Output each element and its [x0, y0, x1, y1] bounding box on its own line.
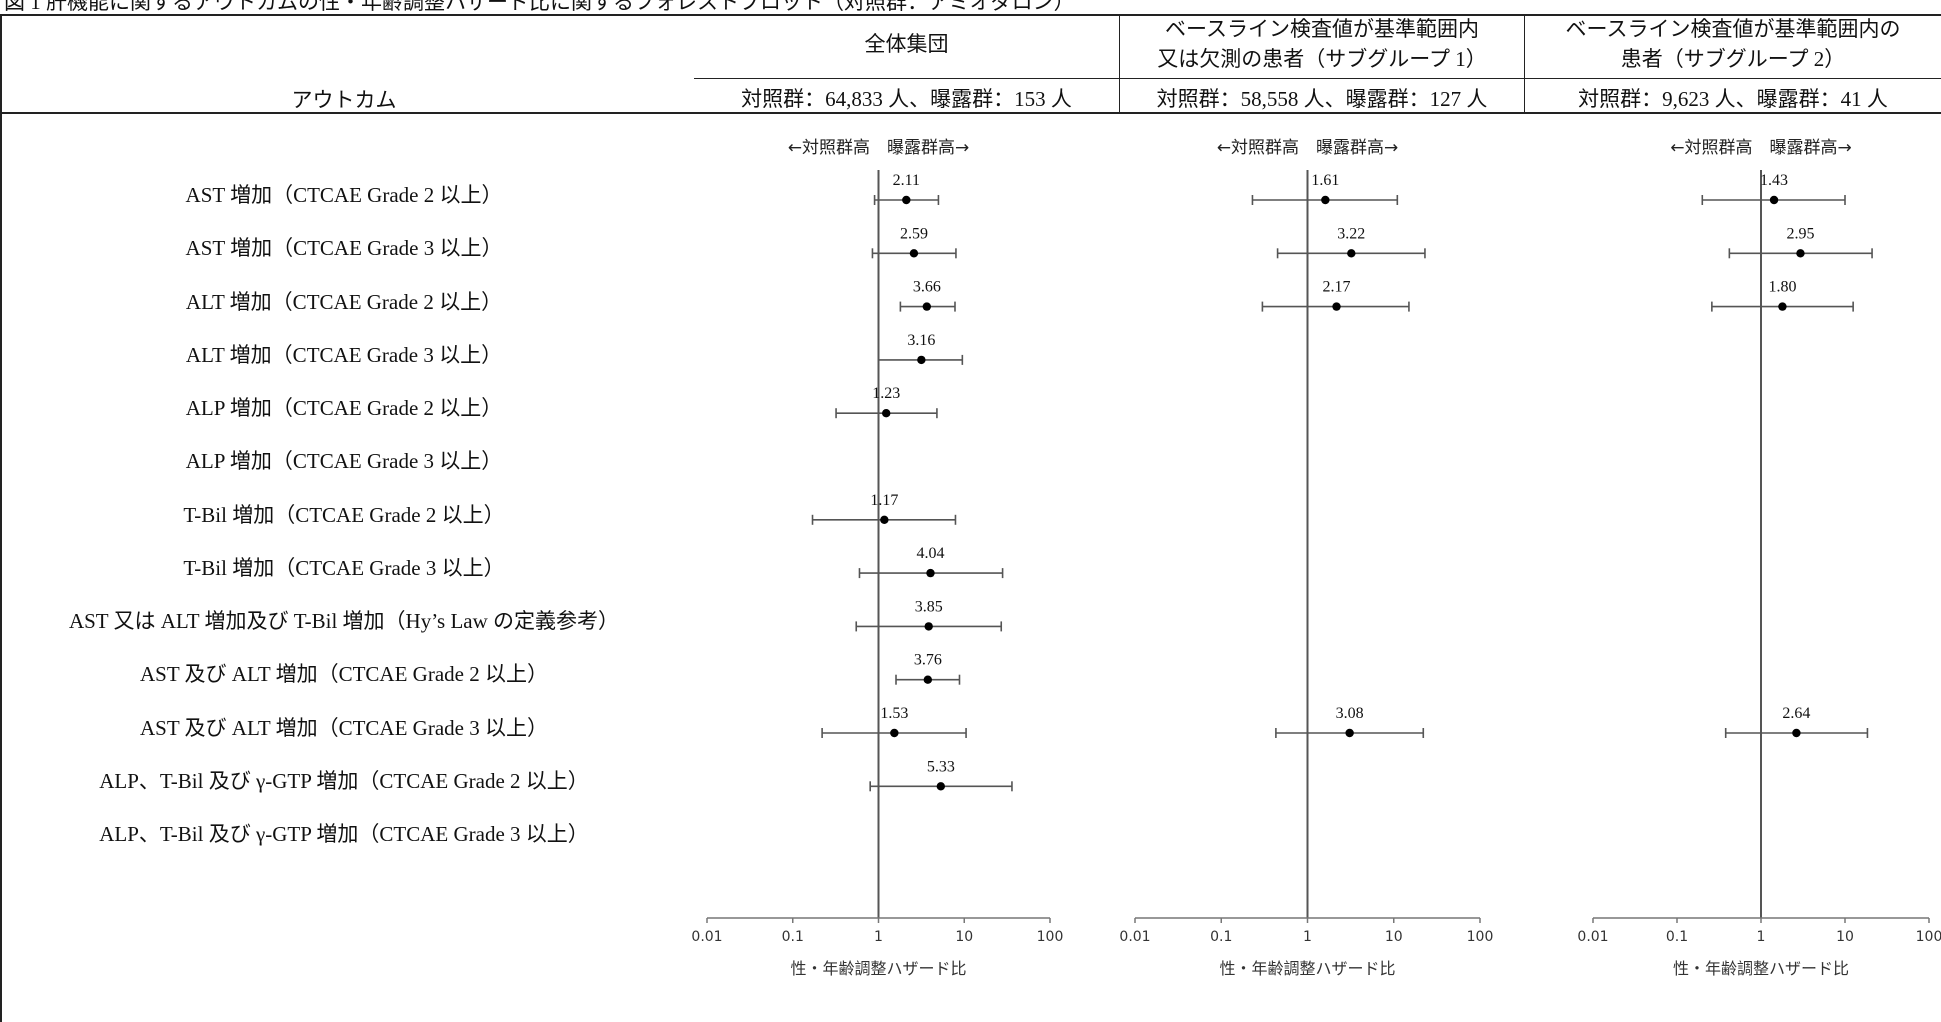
hazard-ratio-label: 5.33: [927, 758, 955, 775]
x-tick-label: 10: [1836, 929, 1854, 945]
outcome-label: AST 増加（CTCAE Grade 2 以上）: [185, 183, 503, 207]
hazard-ratio-label: 2.95: [1786, 225, 1814, 242]
hazard-ratio-point: [1778, 302, 1787, 311]
outcome-label: ALP 増加（CTCAE Grade 2 以上）: [185, 396, 503, 420]
outcome-label: AST 及び ALT 増加（CTCAE Grade 2 以上）: [140, 662, 548, 686]
hazard-ratio-label: 2.64: [1782, 705, 1810, 722]
hazard-ratio-point: [882, 409, 891, 418]
outcome-label: ALP 増加（CTCAE Grade 3 以上）: [185, 449, 503, 473]
hazard-ratio-point: [902, 195, 911, 205]
hazard-ratio-label: 1.17: [870, 492, 898, 509]
hazard-ratio-label: 1.61: [1311, 172, 1339, 189]
column-title-sub2-line2: 患者（サブグループ 2）: [1620, 47, 1846, 71]
column-divider-2: [1524, 14, 1525, 114]
x-tick-label: 0.01: [691, 929, 722, 945]
outcome-label: AST 増加（CTCAE Grade 3 以上）: [185, 236, 503, 260]
column-title-overall: 全体集団: [864, 32, 949, 56]
x-tick-label: 0.1: [1210, 929, 1232, 945]
hazard-ratio-point: [1796, 249, 1805, 258]
hazard-ratio-label: 4.04: [916, 545, 944, 562]
hazard-ratio-point: [1769, 195, 1779, 205]
hazard-ratio-label: 1.80: [1768, 279, 1796, 296]
x-tick-label: 0.1: [782, 929, 804, 945]
outcome-label: AST 又は ALT 増加及び T-Bil 増加（Hy’s Law の定義参考）: [68, 609, 620, 633]
direction-label-overall: ←対照群高 曝露群高→: [788, 138, 970, 158]
x-axis-label-sub1: 性・年齢調整ハザード比: [1219, 959, 1395, 978]
figure-caption: 図 1 肝機能に関するアウトカムの性・年齢調整ハザード比に関するフォレストプロッ…: [4, 0, 1075, 14]
hazard-ratio-label: 1.53: [880, 705, 908, 722]
outcome-label: ALT 増加（CTCAE Grade 3 以上）: [185, 343, 503, 367]
hazard-ratio-point: [1332, 302, 1341, 311]
outcome-label: T-Bil 増加（CTCAE Grade 2 以上）: [183, 503, 505, 527]
x-tick-label: 0.01: [1119, 929, 1150, 945]
hazard-ratio-point: [1347, 249, 1356, 258]
hazard-ratio-point: [922, 302, 932, 311]
hazard-ratio-point: [926, 568, 935, 578]
hazard-ratio-label: 3.08: [1336, 705, 1364, 722]
x-tick-label: 1: [874, 929, 883, 945]
hazard-ratio-point: [1321, 195, 1330, 205]
hazard-ratio-point: [909, 249, 919, 258]
hazard-ratio-point: [880, 515, 889, 524]
header-rule-top: [0, 14, 1941, 16]
table-left-border: [0, 14, 2, 1022]
direction-label-sub1: ←対照群高 曝露群高→: [1217, 138, 1399, 158]
x-tick-label: 0.1: [1666, 929, 1688, 945]
group-rule: [694, 78, 1941, 79]
x-tick-label: 100: [1916, 929, 1941, 945]
column-title-sub1-line2: 又は欠測の患者（サブグループ 1）: [1157, 47, 1487, 71]
outcome-header: アウトカム: [291, 88, 397, 112]
hazard-ratio-point: [890, 728, 899, 738]
outcome-label: ALP、T-Bil 及び γ-GTP 増加（CTCAE Grade 2 以上）: [99, 769, 589, 793]
column-title-sub2-line1: ベースライン検査値が基準範囲内の: [1565, 17, 1901, 41]
outcome-label: ALP、T-Bil 及び γ-GTP 増加（CTCAE Grade 3 以上）: [99, 822, 589, 846]
direction-label-sub2: ←対照群高 曝露群高→: [1670, 138, 1852, 158]
hazard-ratio-label: 1.23: [872, 385, 900, 402]
x-axis-label-overall: 性・年齢調整ハザード比: [790, 959, 966, 978]
hazard-ratio-label: 3.16: [907, 332, 935, 349]
column-divider-1: [1119, 14, 1120, 114]
hazard-ratio-label: 3.22: [1337, 225, 1365, 242]
hazard-ratio-label: 3.66: [913, 279, 941, 296]
column-groups-sub1: 対照群：58,558 人、曝露群：127 人: [1156, 87, 1488, 111]
hazard-ratio-label: 3.76: [914, 652, 942, 669]
hazard-ratio-point: [924, 622, 933, 631]
column-groups-overall: 対照群：64,833 人、曝露群：153 人: [741, 87, 1072, 111]
hazard-ratio-point: [1345, 728, 1354, 738]
hazard-ratio-point: [936, 782, 946, 791]
x-tick-label: 10: [1385, 929, 1403, 945]
x-tick-label: 0.01: [1577, 929, 1608, 945]
outcome-label: AST 及び ALT 増加（CTCAE Grade 3 以上）: [140, 716, 548, 740]
x-tick-label: 100: [1467, 929, 1494, 945]
hazard-ratio-point: [923, 675, 933, 684]
hazard-ratio-label: 1.43: [1760, 172, 1788, 189]
hazard-ratio-label: 2.59: [900, 225, 928, 242]
outcome-label: T-Bil 増加（CTCAE Grade 3 以上）: [183, 556, 505, 580]
outcome-label: ALT 増加（CTCAE Grade 2 以上）: [185, 290, 503, 314]
hazard-ratio-label: 3.85: [915, 598, 943, 615]
hazard-ratio-point: [1792, 728, 1801, 738]
hazard-ratio-label: 2.17: [1323, 279, 1351, 296]
x-tick-label: 1: [1303, 929, 1312, 945]
column-groups-sub2: 対照群：9,623 人、曝露群：41 人: [1578, 87, 1888, 111]
x-tick-label: 10: [955, 929, 973, 945]
hazard-ratio-label: 2.11: [893, 172, 920, 189]
x-tick-label: 100: [1037, 929, 1064, 945]
header-rule-bottom: [0, 112, 1941, 114]
hazard-ratio-point: [917, 355, 926, 365]
column-title-sub1-line1: ベースライン検査値が基準範囲内: [1165, 17, 1479, 41]
x-tick-label: 1: [1757, 929, 1766, 945]
x-axis-label-sub2: 性・年齢調整ハザード比: [1673, 959, 1849, 978]
